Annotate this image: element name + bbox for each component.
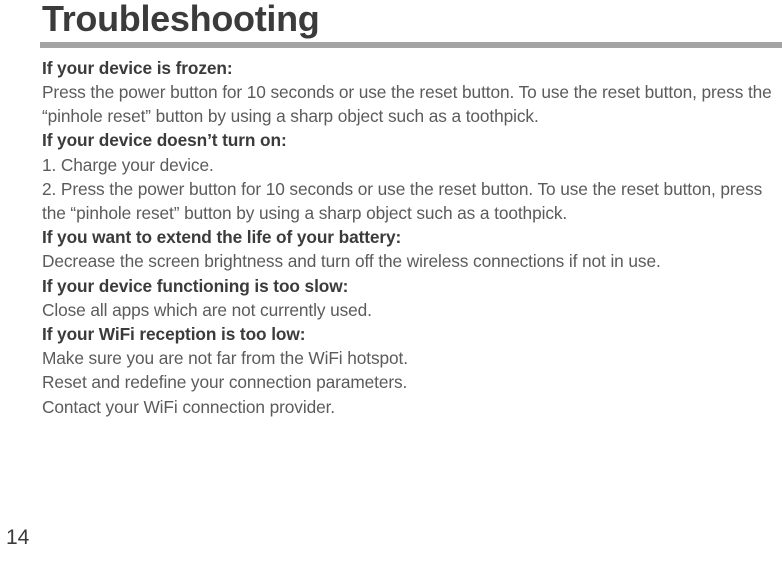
section-body-line: Reset and redefine your connection param… [42,370,782,394]
page-number: 14 [6,526,29,550]
section-heading: If your WiFi reception is too low: [42,322,782,346]
section-body-line: 2. Press the power button for 10 seconds… [42,177,782,225]
section-body-line: Press the power button for 10 seconds or… [42,80,782,128]
section-body-line: Decrease the screen brightness and turn … [42,249,782,273]
page-title: Troubleshooting [42,0,782,38]
section-body-line: Make sure you are not far from the WiFi … [42,346,782,370]
section-body-line: 1. Charge your device. [42,153,782,177]
manual-page: Troubleshooting If your device is frozen… [0,0,782,564]
section-heading: If your device doesn’t turn on: [42,128,782,152]
section-heading: If your device functioning is too slow: [42,274,782,298]
title-rule [40,42,782,48]
content-block: If your device is frozen: Press the powe… [42,56,782,419]
section-body-line: Close all apps which are not currently u… [42,298,782,322]
section-heading: If you want to extend the life of your b… [42,225,782,249]
section-body-line: Contact your WiFi connection provider. [42,395,782,419]
section-heading: If your device is frozen: [42,56,782,80]
